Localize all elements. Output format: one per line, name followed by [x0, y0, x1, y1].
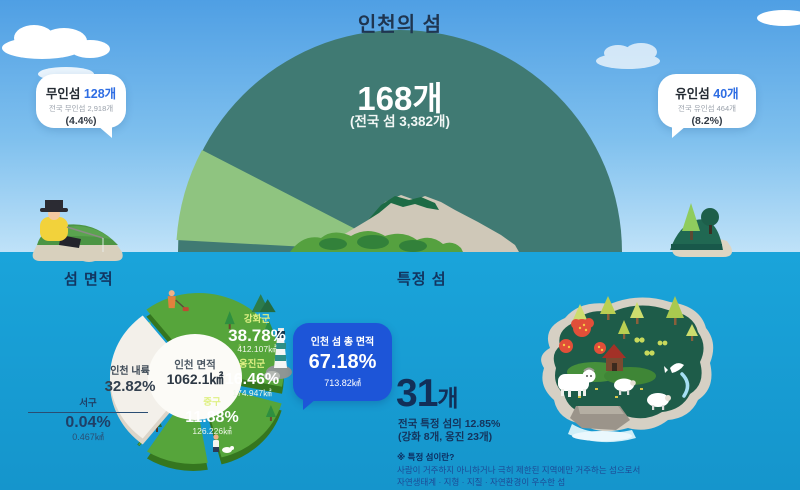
area-donut-chart: [109, 290, 325, 471]
special-footnote: ※ 특정 섬이란? 사람이 거주하지 아니하거나 극히 제한된 지역에만 거주하…: [397, 452, 641, 487]
uninhabited-share: (4.4%): [65, 115, 97, 127]
label-ganghwa: 강화군 38.78% 412.107㎢: [228, 314, 286, 355]
inhabited-share: (8.2%): [691, 115, 723, 127]
island-total-area-badge: 인천 섬 총 면적 67.18% 713.82㎢: [293, 323, 392, 410]
special-section-heading: 특정 섬: [397, 271, 447, 288]
uninhabited-national: 전국 무인섬 2,918개: [48, 104, 114, 113]
tree-icons: [572, 296, 698, 341]
round-tree-icon: [701, 208, 719, 226]
incheon-island-count: 168개: [357, 80, 443, 117]
waterfall-icon: [568, 406, 636, 443]
person-icon: [168, 290, 175, 297]
sheep-icon: [614, 378, 671, 410]
special-breakdown: (강화 8개, 옹진 23개): [398, 431, 493, 443]
dome-light-wedge: [176, 150, 400, 252]
inhabited-count: 40개: [713, 87, 739, 101]
tree-icon: [224, 311, 235, 325]
inhabited-national: 전국 유인섬 464개: [677, 104, 737, 113]
dome-illustration: [176, 30, 622, 252]
jumping-fish-icon: [664, 363, 690, 398]
dog-icon: [222, 447, 232, 453]
uninhabited-bubble: 무인섬 128개 전국 무인섬 2,918개 (4.4%): [36, 74, 126, 138]
pine-tree-icon: [682, 203, 700, 231]
seogu-leader-line: [28, 411, 148, 413]
label-seogu: 서구 0.04% 0.467㎢: [28, 398, 148, 443]
special-island-count: 31 개: [396, 372, 459, 415]
fisherman-body: [40, 217, 68, 241]
special-island-illustration: [541, 296, 714, 443]
fishing-rod: [66, 226, 104, 239]
grass-dots: [578, 388, 643, 398]
label-inland: 인천 내륙 32.82%: [104, 366, 156, 395]
national-island-total: (전국 섬 3,382개): [350, 114, 450, 129]
house-icon: [602, 344, 626, 371]
island-photo-illustration: [290, 195, 519, 252]
cloud-icon: [2, 25, 110, 59]
mountain-icon: [259, 299, 276, 313]
cloud-icon: [596, 43, 660, 69]
person-icon: [213, 434, 219, 440]
uninhabited-label: 무인섬 128개: [45, 87, 117, 101]
tree-icon: [263, 320, 274, 333]
inhabited-label: 유인섬 40개: [675, 87, 739, 101]
inhabited-bubble: 유인섬 40개 전국 유인섬 464개 (8.2%): [658, 74, 756, 138]
islet-illustration: [670, 203, 732, 257]
label-incheon-area: 인천 면적 1062.1㎢: [166, 359, 224, 388]
label-ongjin: 옹진군 16.46% 174.947㎢: [224, 359, 280, 399]
cow-icon: [558, 367, 596, 397]
fisherman-hat: [45, 200, 63, 210]
area-section-heading: 섬 면적: [64, 271, 114, 288]
label-junggu: 중구 11.88% 126.226㎢: [185, 397, 239, 437]
page-title: 인천의 섬: [357, 14, 443, 36]
cloud-icon: [757, 10, 800, 26]
lighthouse-icon: [264, 328, 292, 381]
butterfly-icons: [634, 337, 668, 356]
tree-icon: [265, 405, 276, 417]
donut-center: [148, 334, 242, 420]
flower-icons: [559, 318, 606, 354]
uninhabited-count: 128개: [83, 87, 117, 101]
special-subtitle: 전국 특정 섬의 12.85%: [398, 418, 501, 430]
mower-icon: [182, 307, 189, 312]
fisherman-illustration: [32, 200, 123, 262]
